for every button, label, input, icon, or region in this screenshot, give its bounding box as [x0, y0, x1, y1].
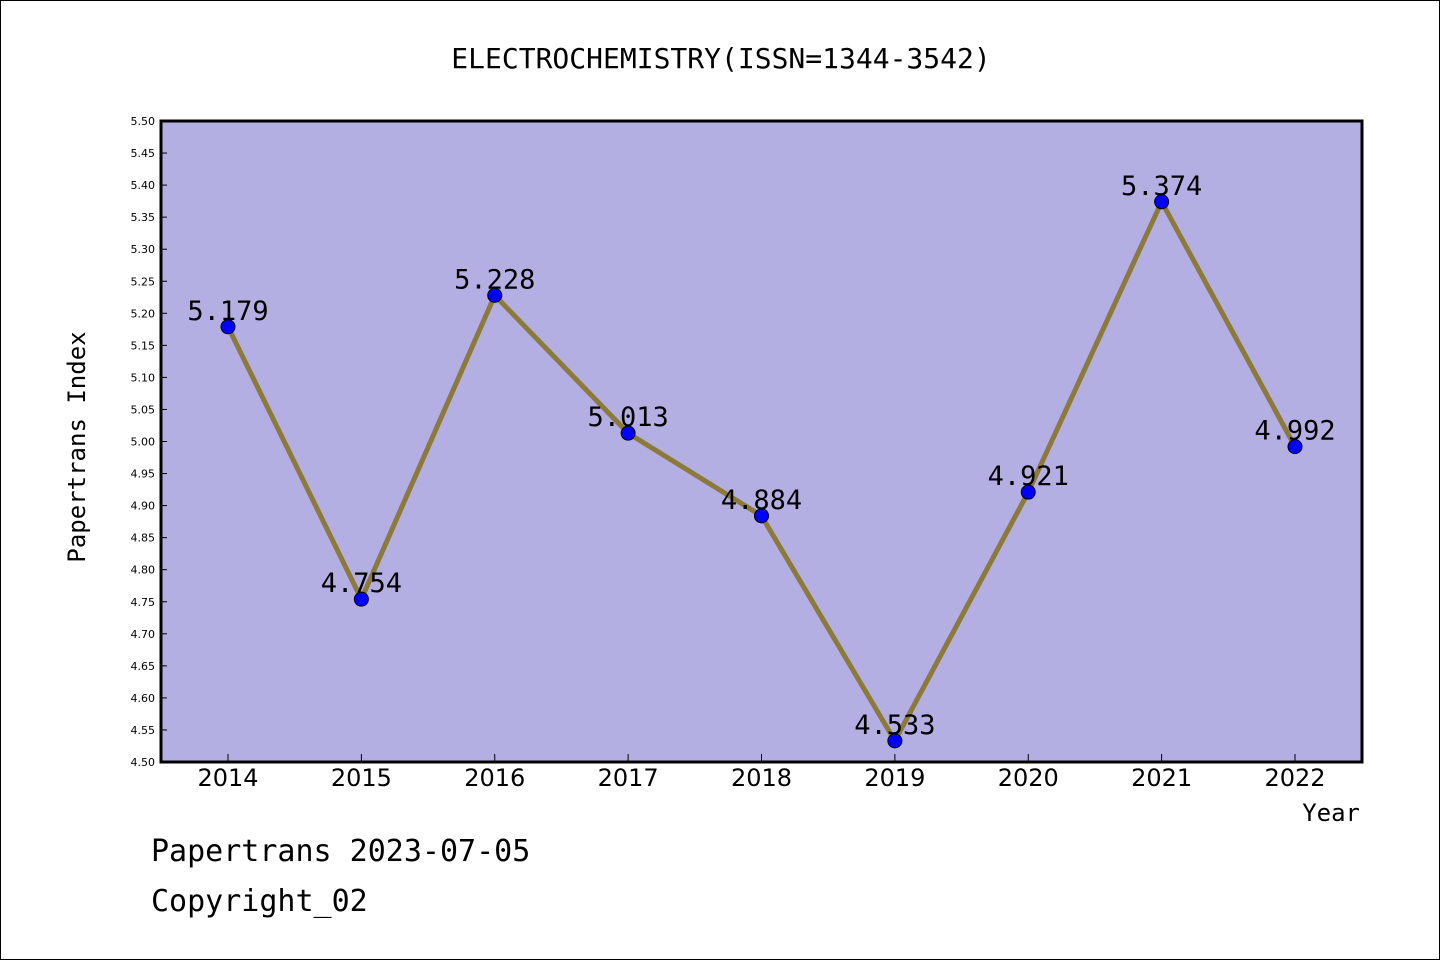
- data-label: 4.884: [721, 485, 802, 516]
- data-point: [754, 508, 769, 524]
- data-label: 5.179: [187, 296, 268, 327]
- data-label: 5.374: [1121, 171, 1202, 202]
- y-tick-label: 4.55: [131, 724, 156, 737]
- y-axis-label: Papertrans Index: [63, 331, 91, 562]
- y-axis: 4.50 4.55 4.60 4.65 4.70 4.75 4.80 4.85 4.90 4.95…: [131, 115, 167, 769]
- x-tick-label: 2019: [864, 764, 925, 792]
- footer-copyright: Copyright_02: [151, 884, 368, 919]
- y-tick-label: 5.40: [131, 179, 156, 192]
- x-tick-label: 2017: [598, 764, 659, 792]
- data-point: [1020, 484, 1036, 500]
- x-tick-label: 2016: [464, 764, 525, 792]
- chart-title: ELECTROCHEMISTRY(ISSN=1344-3542): [451, 42, 990, 75]
- data-label: 5.013: [587, 402, 668, 433]
- y-tick-label: 4.70: [131, 628, 156, 641]
- y-tick-label: 4.50: [131, 756, 156, 769]
- y-tick-label: 5.45: [131, 147, 156, 160]
- y-tick-label: 5.50: [131, 115, 156, 128]
- y-tick-label: 4.85: [131, 532, 156, 545]
- x-tick-label: 2020: [998, 764, 1059, 792]
- y-tick-label: 4.90: [131, 500, 156, 513]
- data-point: [353, 591, 369, 607]
- y-tick-label: 4.60: [131, 692, 156, 705]
- data-point: [620, 425, 636, 441]
- data-label: 4.921: [988, 461, 1069, 492]
- data-points: [220, 194, 1303, 749]
- x-tick-label: 2014: [197, 764, 258, 792]
- x-tick-label: 2021: [1131, 764, 1192, 792]
- x-tick-label: 2022: [1264, 764, 1325, 792]
- data-point: [220, 319, 236, 335]
- y-tick-label: 5.20: [131, 307, 156, 320]
- y-tick-label: 4.95: [131, 468, 156, 481]
- x-axis: 2014 2015 2016 2017 2018 2019 2020 2021 2022: [197, 754, 1326, 792]
- y-tick-label: 5.30: [131, 243, 156, 256]
- y-tick-label: 4.80: [131, 564, 156, 577]
- data-labels: 5.179 4.754 5.228 5.013 4.884 4.533 4.921 5.374…: [187, 171, 1335, 741]
- y-tick-label: 5.15: [131, 339, 156, 352]
- data-point: [487, 287, 503, 303]
- data-point: [1287, 439, 1303, 455]
- y-tick-label: 5.10: [131, 371, 156, 384]
- y-tick-label: 5.35: [131, 211, 156, 224]
- data-label: 4.533: [854, 710, 935, 741]
- data-label: 4.754: [321, 568, 402, 599]
- y-tick-label: 5.25: [131, 275, 156, 288]
- data-point: [887, 733, 903, 749]
- y-tick-label: 5.00: [131, 436, 156, 449]
- x-axis-label: Year: [1302, 799, 1360, 827]
- y-tick-label: 4.65: [131, 660, 156, 673]
- footer-date: Papertrans 2023-07-05: [151, 834, 531, 869]
- plot-area: [159, 119, 1364, 764]
- x-tick-label: 2015: [331, 764, 392, 792]
- data-label: 4.992: [1254, 416, 1335, 447]
- data-label: 5.228: [454, 264, 535, 295]
- y-tick-label: 4.75: [131, 596, 156, 609]
- data-point: [1154, 194, 1170, 210]
- x-tick-label: 2018: [731, 764, 792, 792]
- y-tick-label: 5.05: [131, 403, 156, 416]
